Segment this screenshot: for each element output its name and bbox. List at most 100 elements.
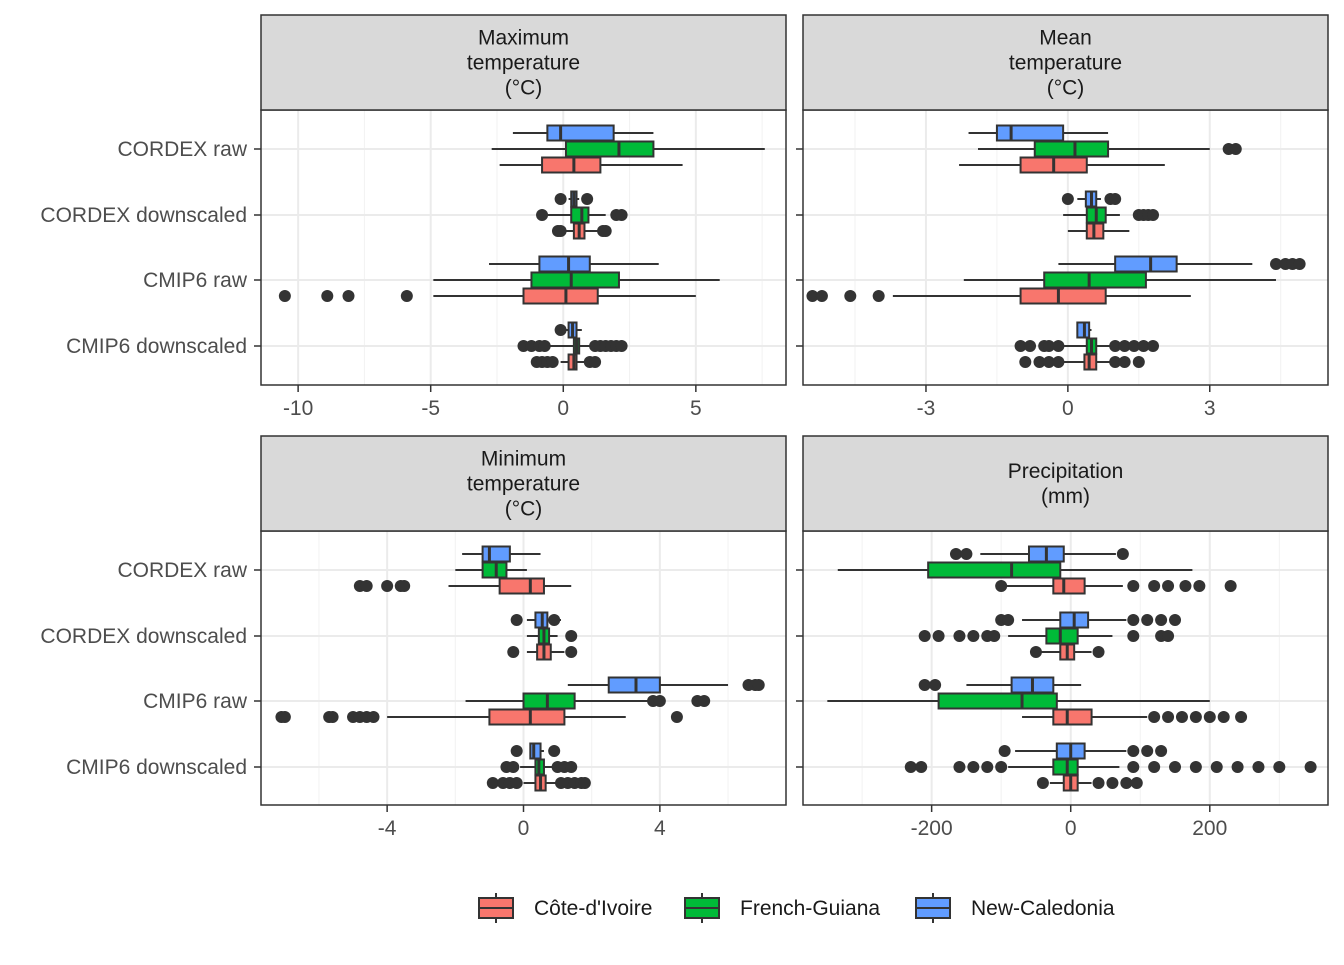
outlier-point [844,290,857,302]
outlier-point [872,290,885,302]
outlier-point [1148,761,1161,773]
outlier-point [1141,745,1154,757]
outlier-point [326,711,339,723]
outlier-point [1118,340,1131,352]
boxplot-french-guiana [433,271,720,289]
x-tick-label: 0 [518,817,530,840]
boxplot-c-te-d-ivoire [1029,643,1105,661]
outlier-point [367,711,380,723]
boxplot-french-guiana [536,206,628,224]
facet-panel-4: Precipitation(mm) -200 0 200 [796,435,1329,840]
outlier-point [536,209,549,221]
outlier-point [548,745,561,757]
panel-background [261,110,786,385]
boxplot-french-guiana [465,692,711,710]
box-iqr [522,287,599,305]
box-iqr [1052,577,1086,595]
outlier-point [578,777,591,789]
outlier-point [1042,356,1055,368]
boxplot-new-caledonia [1076,321,1092,339]
outlier-point [1269,258,1282,270]
outlier-point [932,630,945,642]
box-iqr [529,742,542,760]
boxplot-french-guiana [491,140,765,158]
legend-label: New-Caledonia [971,897,1115,920]
box-iqr [538,255,591,273]
outlier-point [929,679,942,691]
outlier-point [953,761,966,773]
boxplot-new-caledonia [510,611,561,629]
outlier-point [915,761,928,773]
box-iqr [564,140,655,158]
boxplot-new-caledonia [1061,190,1122,208]
boxplot-french-guiana [827,692,1210,710]
boxplot-c-te-d-ivoire [275,708,683,726]
outlier-point [1203,711,1216,723]
legend-item-new-caledonia: New-Caledonia [915,893,1115,923]
y-tick-label: CORDEX raw [117,559,247,582]
facet-strip-label: (°C) [1047,77,1085,100]
outlier-point [981,761,994,773]
outlier-point [589,356,602,368]
boxplot-new-caledonia [998,742,1168,760]
outlier-point [1116,548,1129,560]
boxplot-french-guiana [978,140,1242,158]
outlier-point [1042,340,1055,352]
boxplot-c-te-d-ivoire [486,774,591,792]
facet-strip-label: (°C) [505,498,543,521]
outlier-point [1210,761,1223,773]
outlier-point [1235,711,1248,723]
outlier-point [1137,340,1150,352]
outlier-point [1162,580,1175,592]
outlier-point [565,630,578,642]
box-iqr [522,692,576,710]
outlier-point [1029,646,1042,658]
box-iqr [481,561,508,579]
outlier-point [546,356,559,368]
outlier-point [1127,580,1140,592]
outlier-point [1141,614,1154,626]
outlier-point [278,711,291,723]
outlier-point [381,580,394,592]
box-iqr [570,206,590,224]
box-iqr [927,561,1062,579]
outlier-point [486,777,499,789]
x-tick-label: 5 [690,397,702,420]
boxplot-c-te-d-ivoire [499,156,683,174]
boxplot-new-caledonia [489,255,659,273]
facet-strip-label: Maximum [478,27,569,50]
outlier-point [599,225,612,237]
outlier-point [615,209,628,221]
boxplot-french-guiana [1063,206,1159,224]
outlier-point [1052,340,1065,352]
x-tick-label: -200 [911,817,953,840]
outlier-point [554,225,567,237]
y-tick-label: CORDEX raw [117,138,247,161]
boxplot-c-te-d-ivoire [530,353,602,371]
outlier-point [507,646,520,658]
boxplot-new-caledonia [567,676,765,694]
outlier-point [1224,580,1237,592]
legend-item-c-te-d-ivoire: Côte-d'Ivoire [478,893,652,923]
outlier-point [1217,711,1230,723]
outlier-point [949,548,962,560]
outlier-point [1109,356,1122,368]
x-tick-label: 4 [654,817,666,840]
boxplot-new-caledonia [968,124,1109,142]
facet-strip-label: temperature [1009,52,1122,75]
outlier-point [342,290,355,302]
outlier-point [1033,356,1046,368]
x-tick-label: 0 [557,397,569,420]
box-iqr [530,271,620,289]
outlier-point [1252,761,1265,773]
boxplot-french-guiana [526,627,578,645]
outlier-point [653,695,666,707]
outlier-point [1109,340,1122,352]
outlier-point [904,761,917,773]
outlier-point [1155,745,1168,757]
legend-item-french-guiana: French-Guiana [684,893,880,923]
facet-strip-label: (mm) [1041,485,1090,508]
